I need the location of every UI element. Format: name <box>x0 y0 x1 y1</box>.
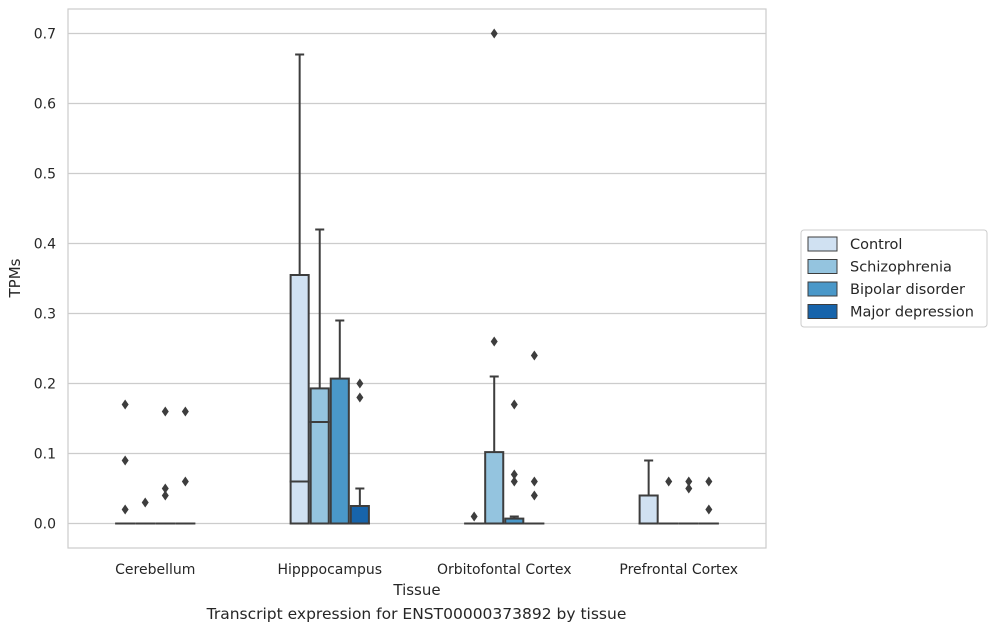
outlier-point <box>181 476 189 487</box>
legend-swatch <box>807 259 838 274</box>
outlier-point <box>510 399 518 410</box>
outlier-point <box>141 497 149 508</box>
outlier-point <box>490 28 498 39</box>
box-3-3 <box>698 476 719 525</box>
box-body <box>309 387 330 525</box>
box-2-2 <box>504 399 525 525</box>
outlier-point <box>161 490 169 501</box>
y-tick-label: 0.1 <box>34 447 56 463</box>
box-1-1 <box>309 228 330 525</box>
outlier-point <box>705 476 713 487</box>
figure-caption: Transcript expression for ENST0000037389… <box>206 605 627 623</box>
outlier-point <box>705 504 713 515</box>
box-body <box>289 274 310 525</box>
x-tick-label: Hipppocampus <box>277 562 382 578</box>
box-body <box>349 505 370 525</box>
box-0-0 <box>115 399 136 525</box>
y-tick-label: 0.4 <box>34 237 56 253</box>
y-tick-label: 0.6 <box>34 97 56 113</box>
y-axis-title: TPMs <box>6 258 24 298</box>
y-axis-ticks: 0.0 0.1 0.2 0.3 0.4 0.5 0.6 0.7 <box>34 27 56 533</box>
box-2-3 <box>524 350 545 525</box>
legend-label: Control <box>850 237 902 253</box>
x-tick-label: Prefrontal Cortex <box>619 562 738 578</box>
legend-label: Major depression <box>850 305 974 321</box>
grid-lines <box>68 32 766 525</box>
outlier-point <box>665 476 673 487</box>
x-axis-ticks: Cerebellum Hipppocampus Orbitofontal Corte… <box>115 562 738 578</box>
legend: Control Schizophrenia Bipolar disorder Majo… <box>800 229 988 328</box>
outlier-point <box>356 392 364 403</box>
legend-swatch <box>807 304 838 319</box>
outlier-point <box>490 336 498 347</box>
box-2-1 <box>484 28 505 525</box>
box-3-2 <box>678 476 699 525</box>
legend-swatch <box>807 281 838 297</box>
box-body <box>484 451 505 525</box>
box-0-3 <box>175 406 196 525</box>
legend-frame <box>800 229 988 328</box>
box-1-2 <box>329 319 350 525</box>
box-body <box>638 494 659 525</box>
legend-label: Schizophrenia <box>850 260 952 276</box>
y-tick-label: 0.3 <box>34 307 56 323</box>
outlier-point <box>530 476 538 487</box>
box-3-0 <box>638 459 659 525</box>
box-marks <box>115 28 719 525</box>
y-tick-label: 0.5 <box>34 167 56 183</box>
outlier-point <box>510 476 518 487</box>
box-2-0 <box>464 511 485 525</box>
y-tick-label: 0.7 <box>34 27 56 43</box>
y-tick-label: 0.2 <box>34 377 56 393</box>
outlier-point <box>530 490 538 501</box>
plot-frame <box>67 8 767 549</box>
box-1-0 <box>289 53 310 525</box>
legend-swatch <box>807 236 838 252</box>
outlier-point <box>685 476 693 487</box>
y-tick-label: 0.0 <box>34 517 56 533</box>
outlier-point <box>121 399 129 410</box>
box-0-2 <box>155 406 176 525</box>
legend-label: Bipolar disorder <box>850 282 965 298</box>
outlier-point <box>161 406 169 417</box>
x-tick-label: Cerebellum <box>115 562 195 578</box>
box-1-3 <box>349 378 370 525</box>
outlier-point <box>356 378 364 389</box>
outlier-point <box>685 483 693 494</box>
outlier-point <box>470 511 478 522</box>
outlier-point <box>181 406 189 417</box>
outlier-point <box>510 469 518 480</box>
outlier-point <box>121 504 129 515</box>
box-body <box>329 377 350 525</box>
outlier-point <box>161 483 169 494</box>
box-0-1 <box>135 497 156 525</box>
x-axis-title: Tissue <box>392 581 440 599</box>
outlier-point <box>121 455 129 466</box>
x-tick-label: Orbitofontal Cortex <box>437 562 572 578</box>
box-3-1 <box>658 476 679 525</box>
outlier-point <box>530 350 538 361</box>
